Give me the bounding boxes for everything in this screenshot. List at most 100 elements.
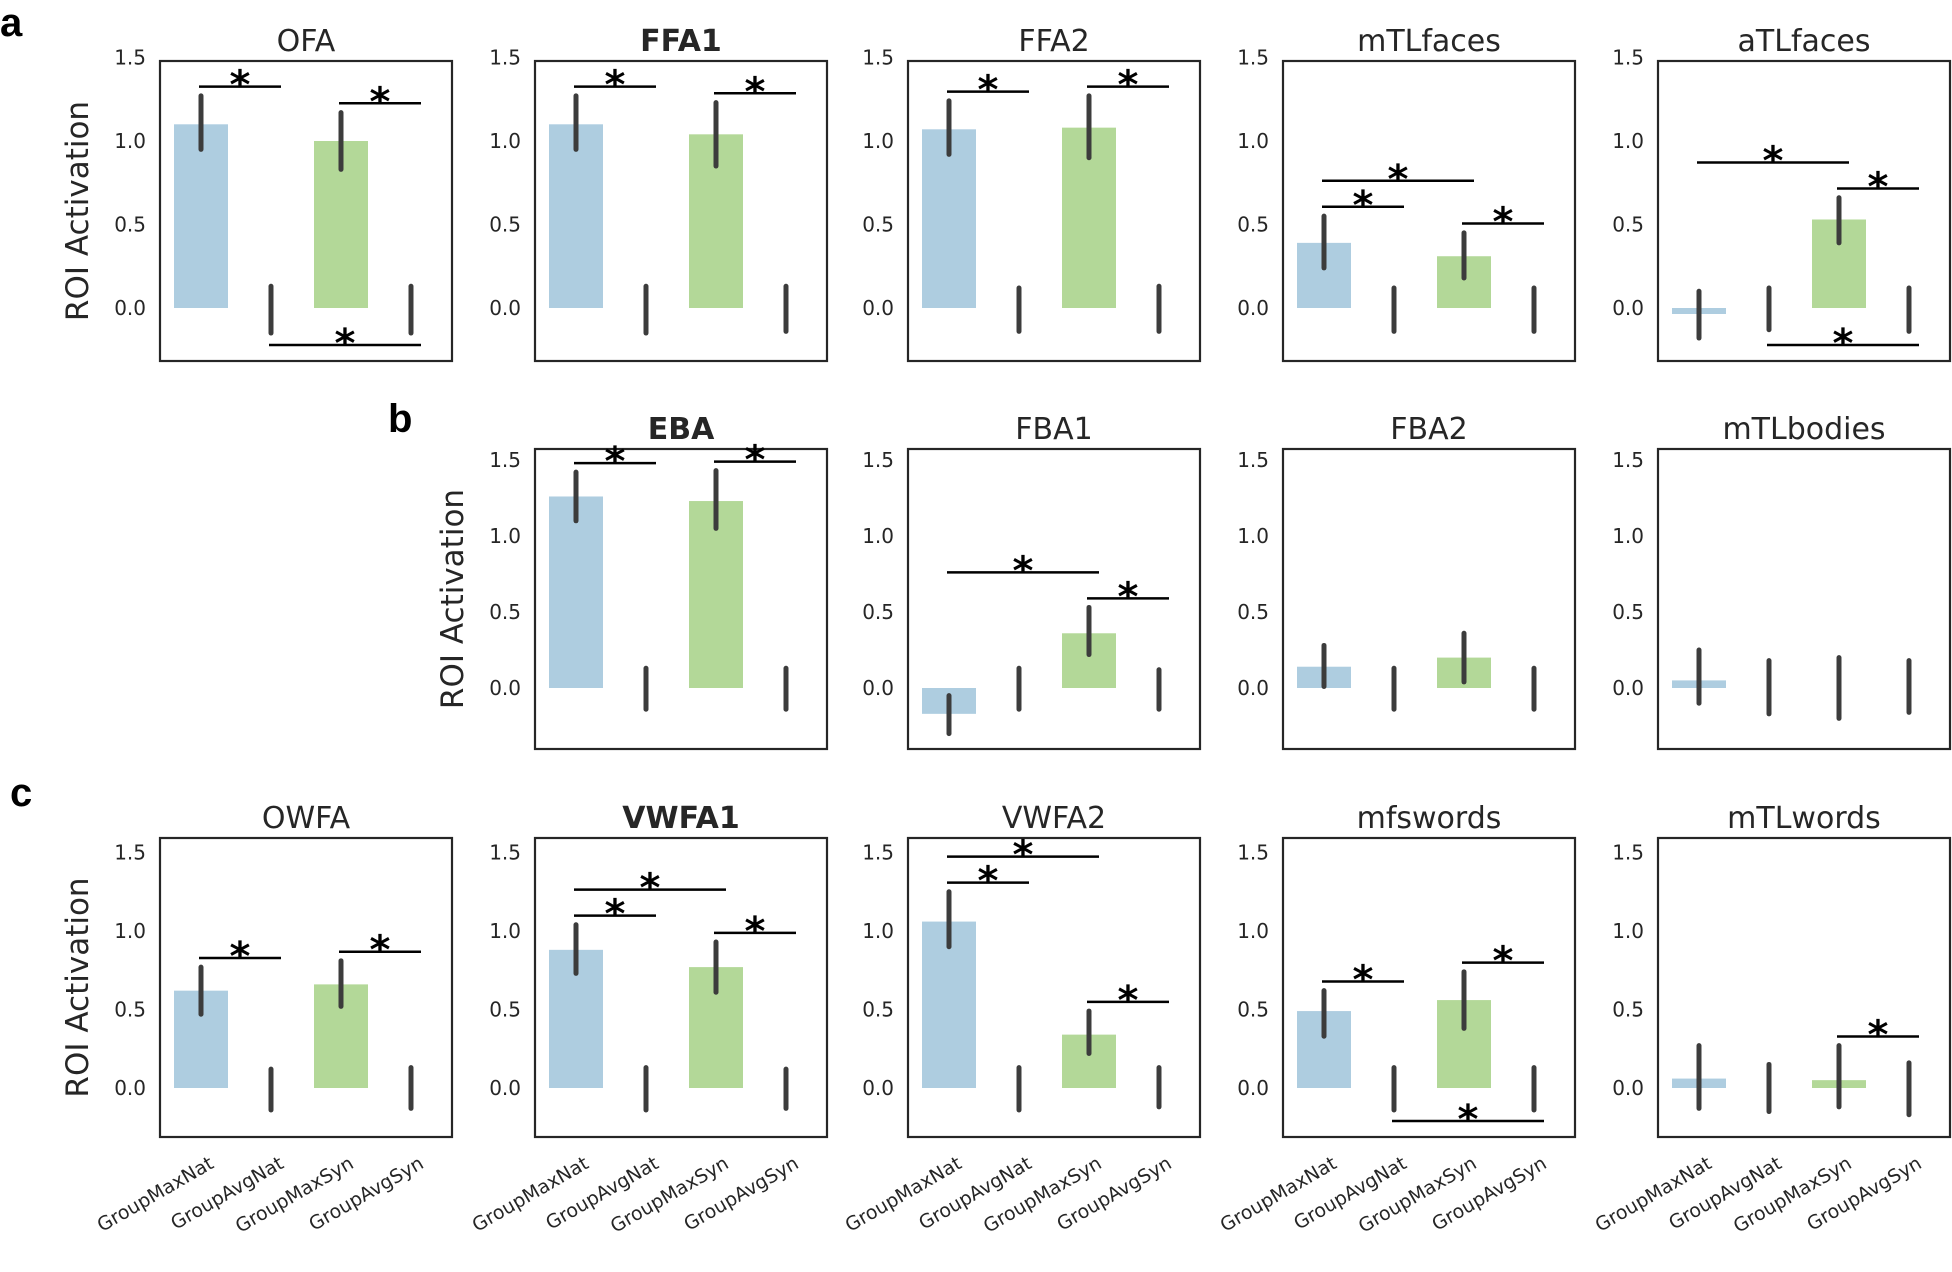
y-tick-label: 1.0 [862,524,894,548]
chart-panel-atlfaces: aTLfaces 0.0 0.5 1.0 1.5 * * * [1612,24,1952,367]
y-tick-label: 0.0 [114,296,146,320]
significance-star: * [1868,164,1889,210]
x-tick-label: GroupMaxNat [94,1152,218,1236]
panel-title: VWFA1 [622,801,739,836]
x-tick-label: GroupMaxSyn [980,1152,1106,1237]
panel-title: FBA2 [1390,412,1467,447]
plot-frame [1656,59,1952,363]
y-tick-label: 0.0 [489,1076,521,1100]
y-tick-label: 1.5 [1612,841,1644,865]
panel-title: OWFA [262,801,351,836]
y-tick-label: 1.0 [114,129,146,153]
y-tick-label: 0.5 [489,998,521,1022]
y-tick-label: 1.5 [862,46,894,70]
bar-groupmaxnat [922,921,976,1088]
y-tick-label: 0.5 [114,998,146,1022]
panel-title: mTLfaces [1357,24,1501,59]
significance-star: * [1458,1097,1479,1143]
significance-star: * [1013,833,1034,879]
chart-panel-vwfa2: VWFA20.00.51.01.5***GroupMaxNatGroupAvgN… [842,801,1202,1238]
plot-frame [158,836,454,1139]
y-tick-label: 0.0 [862,296,894,320]
panel-title: aTLfaces [1738,24,1871,59]
significance-star: * [1353,958,1374,1004]
y-tick-label: 1.5 [862,841,894,865]
significance-star: * [1763,138,1784,184]
y-tick-label: 0.0 [1612,296,1644,320]
plot-frame [906,836,1202,1139]
y-tick-label: 1.0 [1612,919,1644,943]
y-tick-label: 1.5 [1612,46,1644,70]
chart-panel-mtlfaces: mTLfaces 0.0 0.5 1.0 1.5 * * * [1237,24,1577,363]
y-tick-label: 0.5 [862,600,894,624]
x-tick-label: GroupMaxSyn [1355,1152,1481,1237]
x-tick-label: GroupMaxNat [1592,1152,1716,1236]
y-tick-label: 0.0 [862,1076,894,1100]
plot-frame [906,59,1202,363]
plot-frame [1656,447,1952,751]
plot-frame [533,447,829,751]
panel-title: FFA1 [640,24,722,59]
y-tick-label: 1.0 [489,129,521,153]
bar-groupmaxnat [174,124,228,308]
y-tick-label: 1.0 [1612,129,1644,153]
bar-groupmaxnat [549,496,603,688]
panel-letter-c: c [10,771,32,815]
significance-star: * [1353,183,1374,229]
significance-star: * [640,866,661,912]
significance-star: * [978,859,999,905]
significance-star: * [978,68,999,114]
significance-star: * [335,321,356,367]
y-tick-label: 0.5 [862,213,894,237]
chart-panel-fba1: FBA1 0.0 0.5 1.0 1.5 * * [862,412,1202,751]
y-tick-label: 0.5 [114,213,146,237]
chart-panels: OFA 0.0 0.5 1.0 1.5 ROI Activation * * * FFA1 0.0 0… [60,24,1952,1238]
y-tick-label: 0.5 [862,998,894,1022]
plot-frame [906,447,1202,751]
y-tick-label: 0.0 [1237,296,1269,320]
significance-star: * [230,934,251,980]
y-tick-label: 0.0 [489,296,521,320]
x-tick-label: GroupMaxSyn [232,1152,358,1237]
bar-groupmaxsyn [689,501,743,688]
x-tick-label: GroupMaxNat [1217,1152,1341,1236]
significance-star: * [605,892,626,938]
significance-star: * [745,438,766,484]
panel-title: mTLwords [1727,801,1881,836]
y-axis-label: ROI Activation [60,101,96,321]
significance-star: * [605,63,626,109]
x-tick-label: GroupMaxSyn [607,1152,733,1237]
plot-frame [1656,836,1952,1139]
y-tick-label: 1.0 [1237,129,1269,153]
significance-star: * [605,439,626,485]
y-tick-label: 1.5 [862,448,894,472]
chart-panel-fba2: FBA2 0.0 0.5 1.0 1.5 [1237,412,1577,751]
y-tick-label: 1.0 [1237,919,1269,943]
significance-star: * [745,909,766,955]
y-tick-label: 0.0 [1612,676,1644,700]
chart-panel-mtlbodies: mTLbodies 0.0 0.5 1.0 1.5 [1612,412,1952,751]
y-tick-label: 1.5 [489,841,521,865]
y-tick-label: 1.5 [1612,448,1644,472]
significance-star: * [230,63,251,109]
y-tick-label: 0.5 [1237,998,1269,1022]
y-axis-label: ROI Activation [60,877,96,1097]
significance-star: * [1118,978,1139,1024]
panel-letter-a: a [0,1,23,45]
y-tick-label: 0.5 [489,213,521,237]
y-tick-label: 1.0 [862,919,894,943]
y-tick-label: 0.0 [1237,676,1269,700]
panel-letter-b: b [388,397,412,441]
y-tick-label: 1.5 [489,46,521,70]
panel-title: mfswords [1357,801,1502,836]
y-tick-label: 0.5 [1612,213,1644,237]
y-tick-label: 1.0 [862,129,894,153]
y-tick-label: 0.0 [1612,1076,1644,1100]
panel-title: OFA [277,24,336,59]
chart-panel-ffa2: FFA2 0.0 0.5 1.0 1.5 * * [862,24,1202,363]
significance-star: * [1833,321,1854,367]
panel-title: VWFA2 [1002,801,1106,836]
y-tick-label: 1.5 [1237,448,1269,472]
